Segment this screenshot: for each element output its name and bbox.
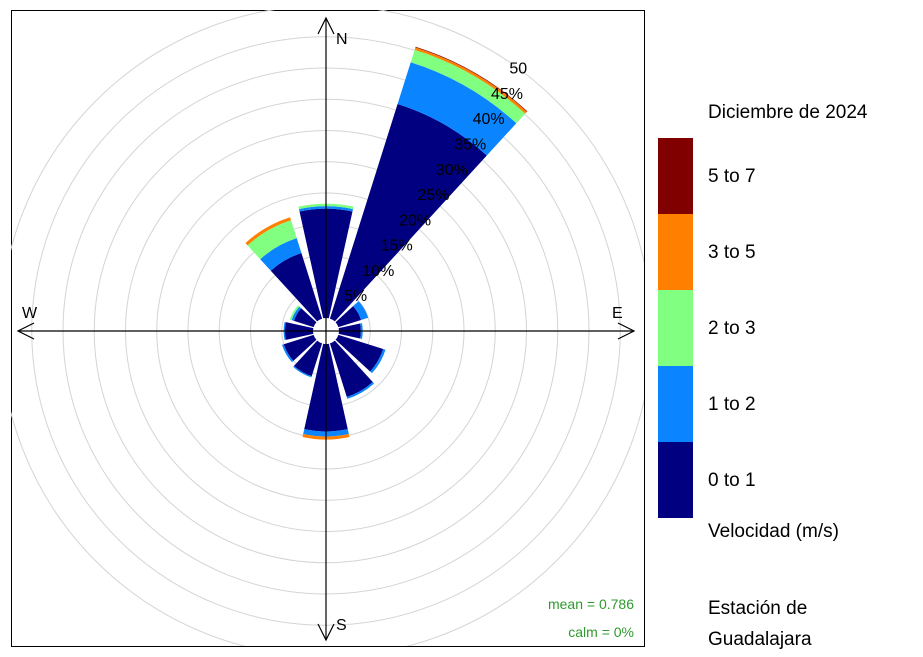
ring-label: 10% [362, 263, 394, 280]
arrow-west [16, 322, 35, 340]
wedge-dir60-bin1 [353, 301, 369, 320]
wedge-dir240-bin0 [283, 334, 317, 361]
legend-unit-label: Velocidad (m/s) [708, 521, 839, 542]
ring-label: 50 [509, 61, 527, 78]
wedge-dir60-bin0 [335, 306, 362, 328]
wedge-dir210-bin0 [293, 340, 323, 377]
wedge-dir150-bin1 [346, 382, 375, 399]
wedge-dir330-bin0 [270, 253, 323, 322]
legend-label-5-to-7: 5 to 7 [708, 166, 756, 187]
ring-label: 30% [436, 162, 468, 179]
stat-mean: mean = 0.786 [548, 596, 634, 612]
stat-calm: calm = 0% [568, 624, 634, 640]
legend-swatch-3-to-5 [658, 214, 693, 290]
wedge-dir30-bin2 [410, 49, 526, 124]
wedge-dir120-bin0 [335, 334, 384, 372]
wedge-dir240-bin1 [282, 344, 294, 363]
wedge-dir0-bin1 [298, 206, 354, 212]
wedge-dir300-bin0 [293, 308, 317, 328]
wedge-dir0-bin2 [298, 203, 354, 210]
ring-label: 5% [344, 288, 367, 305]
legend-swatch-0-to-1 [658, 442, 693, 518]
station-line-2: Guadalajara [708, 629, 812, 650]
arrow-east [617, 322, 636, 340]
ring-label: 40% [473, 111, 505, 128]
legend-swatch-5-to-7 [658, 138, 693, 214]
arrow-north [317, 16, 335, 35]
plot-frame [11, 10, 645, 647]
ring-label: 15% [381, 238, 413, 255]
legend-colorbar [658, 138, 693, 518]
arrow-south [317, 623, 335, 642]
station-line-1: Estación de [708, 598, 808, 619]
speed-legend: Diciembre de 2024 5 to 7 3 to 5 2 to 3 1… [658, 0, 923, 657]
wedge-dir150-bin0 [329, 340, 373, 398]
wedge-dir330-bin1 [260, 238, 302, 271]
ring-label: 45% [491, 86, 523, 103]
legend-title: Diciembre de 2024 [708, 102, 868, 123]
wedge-dir330-bin2 [247, 220, 297, 260]
ring-label: 25% [417, 187, 449, 204]
legend-label-1-to-2: 1 to 2 [708, 394, 756, 415]
station-name: Estación de Guadalajara [708, 593, 812, 655]
cardinal-n: N [336, 31, 348, 48]
legend-label-3-to-5: 3 to 5 [708, 242, 756, 263]
wedge-dir30-bin0 [329, 104, 487, 322]
wedge-dir300-bin2 [289, 305, 300, 321]
legend-swatch-1-to-2 [658, 366, 693, 442]
wedge-dir30-bin1 [397, 62, 517, 156]
legend-label-2-to-3: 2 to 3 [708, 318, 756, 339]
cardinal-e: E [612, 305, 623, 322]
wind-rose-chart: N E S W 5% 10% 15% 20% 25% 30% 35% 40% 45% 50 mean = 0… [11, 10, 645, 647]
wedge-dir300-bin1 [291, 306, 302, 321]
wedge-dir330-bin3 [245, 217, 292, 246]
ring-label: 20% [399, 212, 431, 229]
legend-label-0-to-1: 0 to 1 [708, 470, 756, 491]
legend-swatch-2-to-3 [658, 290, 693, 366]
wedge-dir120-bin1 [370, 349, 386, 374]
wedge-dir210-bin1 [293, 365, 312, 378]
cardinal-w: W [22, 305, 38, 322]
cardinal-s: S [336, 617, 347, 634]
plot-area: N E S W 5% 10% 15% 20% 25% 30% 35% 40% 45% 50 mean = 0… [11, 10, 644, 646]
ring-label: 35% [454, 137, 486, 154]
